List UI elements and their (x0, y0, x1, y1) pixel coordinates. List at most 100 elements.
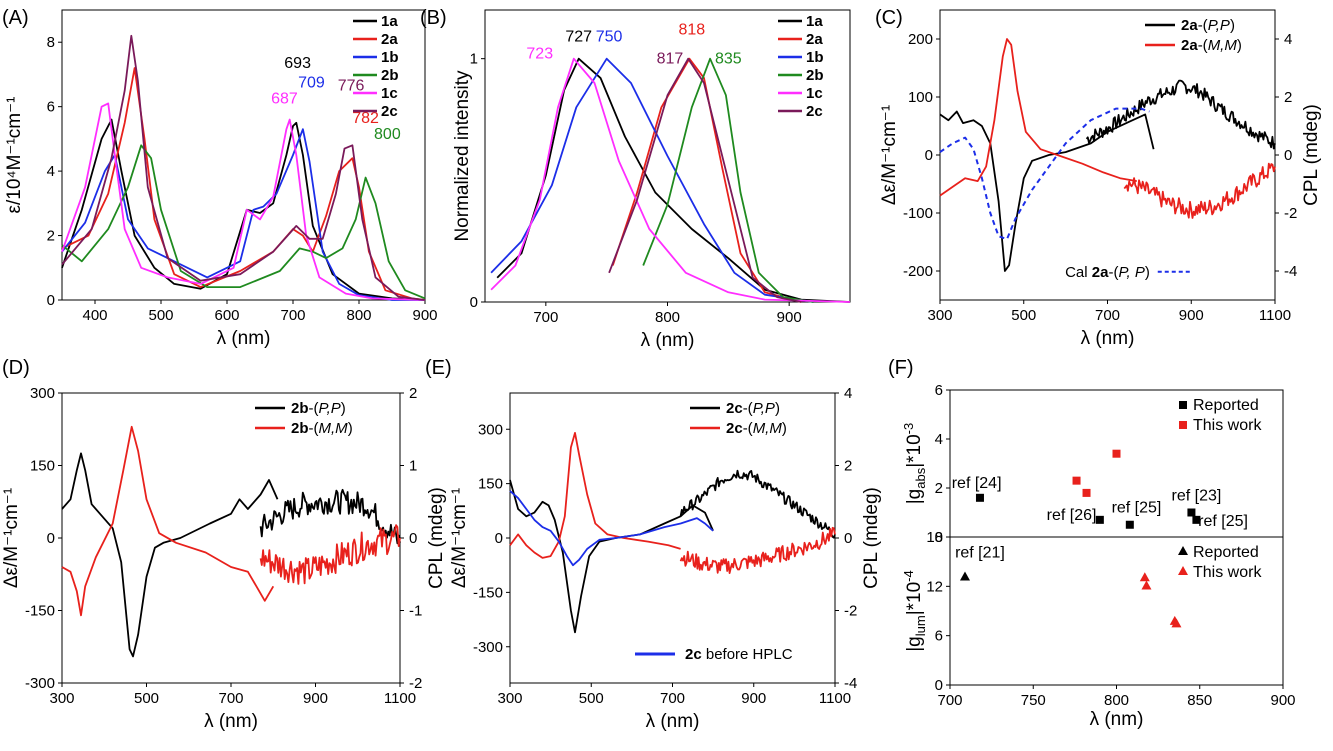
x-tick-label: 400 (82, 307, 107, 324)
y-tick-label: 1 (470, 51, 478, 68)
series-line (61, 425, 275, 617)
legend-label: This work (1193, 417, 1262, 434)
series-line (61, 102, 426, 301)
legend-label: 2c (381, 103, 398, 120)
x-tick-label: 500 (579, 690, 604, 707)
legend-label: Reported (1193, 544, 1259, 561)
y-tick-label: 200 (908, 31, 933, 48)
y-axis-label: Normalized intensity (452, 70, 473, 242)
legend-label-part: 2c (726, 400, 743, 417)
legend-label: 2a (806, 31, 823, 48)
y-axis-label-part: abs (913, 467, 928, 488)
x-tick-label: 500 (134, 690, 159, 707)
y-axis-label-part: |*10 (904, 582, 925, 615)
series-line (61, 34, 426, 301)
peak-label: 835 (715, 51, 742, 68)
data-point (1141, 580, 1152, 590)
legend-label: 2c-(P,P) (726, 400, 780, 417)
y2-tick-label: -1 (409, 603, 422, 620)
y2-tick-label: 2 (1284, 89, 1292, 106)
x-axis-label: λ (nm) (1081, 328, 1135, 349)
y-tick-label: 8 (47, 34, 55, 51)
y-axis-label-part: lum (913, 615, 928, 636)
x-tick-label: 700 (937, 692, 962, 709)
y-tick-label: 0 (470, 294, 478, 311)
series-line (1085, 79, 1276, 150)
legend-label-part: ) (1230, 17, 1235, 34)
legend-label: 2b (381, 67, 399, 84)
calc-label-part: Cal (1065, 264, 1092, 281)
y-tick-label: 18 (926, 529, 943, 546)
y-axis-label: CPL (mdeg) (1301, 104, 1322, 206)
peak-label: 817 (657, 51, 684, 68)
data-point (1125, 520, 1134, 529)
x-axis-label: λ (nm) (1090, 709, 1144, 730)
legend-label-part: M,M (753, 420, 783, 437)
series-line (608, 57, 802, 303)
panel-C: (C) 300 500 700 900 1100 200 100 0 -100 -200 4 2 0 -2 -… (875, 7, 1322, 349)
peak-label: 818 (678, 21, 705, 38)
series-line (679, 469, 836, 539)
panel-F: (F) 0 2 4 6 ref [24] ref [26] ref [25] ref [23] r… (888, 357, 1296, 730)
x-tick-label: 600 (214, 307, 239, 324)
x-tick-label: 700 (218, 690, 243, 707)
x-tick-label: 800 (346, 307, 371, 324)
x-tick-label: 900 (412, 307, 437, 324)
data-point (1112, 449, 1121, 458)
x-tick-label: 300 (497, 690, 522, 707)
x-tick-label: 700 (533, 309, 558, 326)
x-tick-label: 800 (655, 309, 680, 326)
y2-tick-label: 0 (844, 530, 852, 547)
y-tick-label: -300 (473, 639, 503, 656)
y-tick-label: 6 (935, 628, 943, 645)
legend-label: 1c (381, 85, 398, 102)
peak-label: 800 (374, 126, 401, 143)
y-axis-label: Δε/M⁻¹cm⁻¹ (1, 488, 22, 588)
panel-D: (D)300 500 700 900 11003001500-150-300210-1-… (1, 357, 447, 732)
data-point (1072, 476, 1081, 485)
legend-marker (1178, 566, 1188, 575)
legend-label: 2b (806, 67, 824, 84)
x-tick-label: 900 (303, 690, 328, 707)
y-tick-label: 0 (935, 529, 943, 546)
legend-label: 2b-(M,M) (291, 420, 353, 437)
legend-label-part: 2a (1181, 17, 1198, 34)
y-tick-label: 300 (30, 385, 55, 402)
legend-label: 2c before HPLC (685, 646, 793, 663)
y-tick-label: 300 (478, 421, 503, 438)
y-tick-label: 150 (30, 458, 55, 475)
y-axis-label: CPL (mdeg) (426, 487, 447, 589)
series-line (1123, 162, 1276, 219)
y-axis-label: |glum|*10-4 (901, 570, 928, 652)
data-point (975, 493, 984, 502)
legend-label: This work (1193, 564, 1262, 581)
series-line (642, 57, 814, 303)
panel-label: (C) (875, 7, 903, 29)
legend-label-part: 2c (685, 646, 702, 663)
legend-label-part: 2a (1181, 37, 1198, 54)
x-tick-label: 1100 (384, 690, 416, 707)
y-axis-label-part: |g (904, 636, 925, 652)
y2-tick-label: 4 (1284, 31, 1292, 48)
peak-label: 687 (271, 90, 298, 107)
x-tick-label: 750 (1021, 692, 1046, 709)
legend-label-part: ) (1237, 37, 1242, 54)
series-line (490, 57, 814, 303)
x-tick-label: 1100 (819, 690, 851, 707)
series-line (939, 38, 1137, 197)
y2-tick-label: -4 (1284, 263, 1297, 280)
series-line (509, 431, 681, 559)
y2-tick-label: -2 (844, 603, 857, 620)
peak-label: 693 (284, 55, 311, 72)
series-line (509, 479, 714, 634)
ref-label: ref [26] (1047, 507, 1097, 524)
legend-label: 1b (381, 49, 399, 66)
series-line (611, 57, 802, 303)
y-axis-label: Δε/M⁻¹cm⁻¹ (879, 105, 900, 205)
x-axis-label: λ (nm) (641, 330, 695, 351)
y2-tick-label: 4 (844, 385, 852, 402)
calc-label: Cal 2a-(P, P) (1065, 264, 1150, 281)
legend-label: 2b-(P,P) (291, 400, 346, 417)
data-point (1082, 488, 1091, 497)
